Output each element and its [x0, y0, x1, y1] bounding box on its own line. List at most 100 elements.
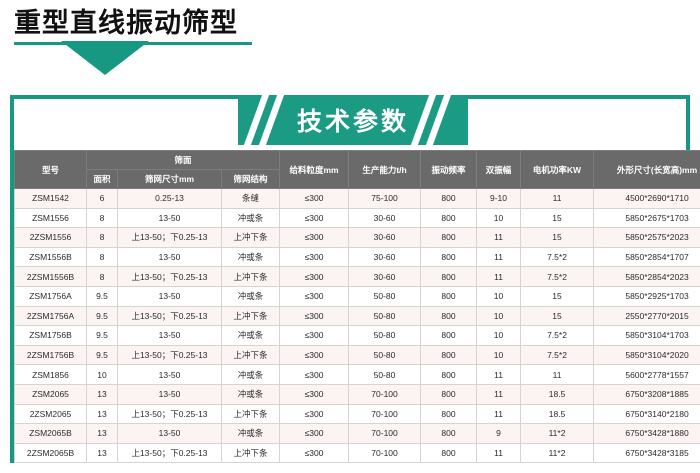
cell-frequency: 800	[420, 227, 478, 248]
cell-motor-power: 11	[520, 364, 595, 385]
cell-feed-size: ≤300	[279, 423, 350, 444]
cell-mesh-size: 上13-50；下0.25-13	[117, 403, 222, 425]
cell-double-amplitude: 10	[476, 325, 522, 346]
cell-area: 13	[86, 442, 118, 464]
cell-mesh-size: 上13-50；下0.25-13	[117, 227, 222, 248]
cell-mesh-size: 上13-50；下0.25-13	[117, 305, 222, 327]
cell-mesh-structure: 冲或条	[220, 285, 281, 307]
cell-frequency: 800	[420, 305, 478, 327]
cell-model: 2ZSM1756A	[14, 305, 87, 327]
cell-double-amplitude: 10	[476, 344, 522, 366]
col-header-mesh-structure: 筛网结构	[220, 169, 281, 189]
col-header-frequency: 振动频率	[420, 150, 478, 189]
cell-mesh-size: 13-50	[117, 207, 222, 229]
cell-mesh-size: 13-50	[117, 285, 222, 307]
col-header-capacity: 生产能力t/h	[348, 150, 422, 189]
cell-mesh-structure: 冲或条	[220, 325, 281, 346]
cell-feed-size: ≤300	[279, 266, 350, 287]
table-row: ZSM1756A 9.5 13-50 冲或条 ≤300 50-80 800 10 15 5850*…	[14, 285, 700, 307]
cell-dimensions: 6750*3208*1885	[593, 383, 700, 405]
cell-model: ZSM2065B	[14, 423, 87, 444]
cell-feed-size: ≤300	[279, 207, 350, 229]
cell-mesh-size: 上13-50；下0.25-13	[117, 344, 222, 366]
cell-model: ZSM1756B	[14, 325, 87, 346]
cell-model: ZSM1556	[14, 207, 87, 229]
cell-double-amplitude: 11	[476, 246, 522, 268]
cell-mesh-structure: 上冲下条	[220, 344, 281, 366]
col-header-screen-group: 筛面	[85, 150, 281, 170]
cell-double-amplitude: 11	[476, 266, 522, 287]
cell-area: 6	[86, 188, 118, 209]
cell-area: 8	[86, 266, 118, 287]
cell-motor-power: 15	[520, 207, 595, 229]
cell-dimensions: 4500*2690*1710	[593, 188, 700, 209]
cell-double-amplitude: 9	[476, 423, 522, 444]
cell-feed-size: ≤300	[279, 403, 350, 425]
cell-model: ZSM2065	[14, 383, 87, 405]
cell-motor-power: 15	[520, 227, 595, 248]
page-title: 重型直线振动筛型	[14, 8, 238, 38]
cell-dimensions: 5850*3104*2020	[593, 344, 700, 366]
cell-area: 9.5	[86, 305, 118, 327]
cell-model: ZSM1542	[14, 188, 87, 209]
table-row: ZSM1556B 8 13-50 冲或条 ≤300 30-60 800 11 7.5*2 5850…	[14, 246, 700, 268]
cell-mesh-structure: 上冲下条	[220, 305, 281, 327]
cell-frequency: 800	[420, 325, 478, 346]
cell-capacity: 70-100	[348, 423, 422, 444]
cell-double-amplitude: 11	[476, 383, 522, 405]
table-row: 2ZSM2065 13 上13-50；下0.25-13 上冲下条 ≤300 70-100 8…	[14, 403, 700, 425]
cell-double-amplitude: 9-10	[476, 188, 522, 209]
cell-capacity: 30-60	[348, 227, 422, 248]
cell-mesh-structure: 冲或条	[220, 383, 281, 405]
cell-mesh-structure: 上冲下条	[220, 227, 281, 248]
cell-motor-power: 15	[520, 305, 595, 327]
table-head: 型号 筛面 给料粒度mm 生产能力t/h 振动频率 双振幅 电机功率KW 外形尺…	[14, 150, 700, 189]
cell-capacity: 70-100	[348, 403, 422, 425]
cell-area: 13	[86, 403, 118, 425]
table-row: 2ZSM1556B 8 上13-50；下0.25-13 上冲下条 ≤300 30-60 80…	[14, 266, 700, 287]
cell-mesh-size: 0.25-13	[117, 188, 222, 209]
cell-motor-power: 18.5	[520, 403, 595, 425]
cell-motor-power: 7.5*2	[520, 246, 595, 268]
cell-double-amplitude: 11	[476, 442, 522, 464]
cell-frequency: 800	[420, 442, 478, 464]
cell-area: 8	[86, 246, 118, 268]
col-header-mesh-size: 筛网尺寸mm	[117, 169, 222, 189]
cell-double-amplitude: 11	[476, 227, 522, 248]
title-block: 重型直线振动筛型	[14, 6, 264, 45]
cell-model: 2ZSM2065B	[14, 442, 87, 464]
cell-mesh-structure: 上冲下条	[220, 403, 281, 425]
cell-frequency: 800	[420, 246, 478, 268]
table-header-row-top: 型号 筛面 给料粒度mm 生产能力t/h 振动频率 双振幅 电机功率KW 外形尺…	[14, 150, 700, 189]
cell-dimensions: 2550*2770*2015	[593, 305, 700, 327]
cell-feed-size: ≤300	[279, 305, 350, 327]
cell-model: ZSM1756A	[14, 285, 87, 307]
cell-motor-power: 7.5*2	[520, 266, 595, 287]
cell-dimensions: 6750*3140*2180	[593, 403, 700, 425]
cell-mesh-structure: 上冲下条	[220, 266, 281, 287]
cell-dimensions: 5600*2778*1557	[593, 364, 700, 385]
table-row: 2ZSM1756B 9.5 上13-50；下0.25-13 上冲下条 ≤300 50-80…	[14, 344, 700, 366]
table-row: ZSM1556 8 13-50 冲或条 ≤300 30-60 800 10 15 5850*267…	[14, 207, 700, 229]
cell-model: ZSM1556B	[14, 246, 87, 268]
specifications-table: 型号 筛面 给料粒度mm 生产能力t/h 振动频率 双振幅 电机功率KW 外形尺…	[14, 150, 700, 464]
table-row: ZSM1856 10 13-50 冲或条 ≤300 50-80 800 11 11 5600*27…	[14, 364, 700, 385]
cell-dimensions: 5850*3104*1703	[593, 325, 700, 346]
cell-feed-size: ≤300	[279, 188, 350, 209]
cell-frequency: 800	[420, 285, 478, 307]
cell-capacity: 75-100	[348, 188, 422, 209]
table-header-row-sub: 面积 筛网尺寸mm 筛网结构	[15, 169, 700, 189]
cell-frequency: 800	[420, 383, 478, 405]
cell-area: 9.5	[86, 325, 118, 346]
cell-model: 2ZSM1556B	[14, 266, 87, 287]
cell-capacity: 70-100	[348, 383, 422, 405]
cell-mesh-structure: 冲或条	[220, 207, 281, 229]
cell-feed-size: ≤300	[279, 227, 350, 248]
table-row: ZSM1756B 9.5 13-50 冲或条 ≤300 50-80 800 10 7.5*2 58…	[14, 325, 700, 346]
cell-feed-size: ≤300	[279, 246, 350, 268]
cell-mesh-size: 上13-50；下0.25-13	[117, 266, 222, 287]
cell-dimensions: 5850*2575*2023	[593, 227, 700, 248]
tech-params-banner-label: 技术参数	[296, 108, 409, 136]
table-row: 2ZSM1556 8 上13-50；下0.25-13 上冲下条 ≤300 30-60 800…	[14, 227, 700, 248]
